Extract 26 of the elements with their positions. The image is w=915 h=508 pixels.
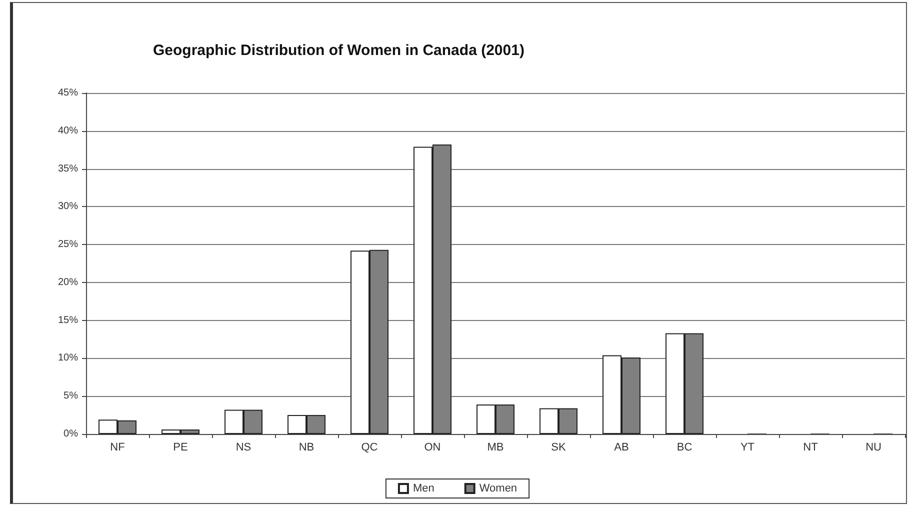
y-tick-label: 0% — [64, 428, 78, 440]
x-tick-label: QC — [361, 442, 378, 454]
y-tick-label: 15% — [58, 314, 78, 326]
chart-title: Geographic Distribution of Women in Canada (2001) — [153, 42, 524, 59]
x-tick-label: ON — [424, 442, 441, 454]
y-tick-label: 20% — [58, 276, 78, 288]
x-tick-label: NB — [298, 442, 314, 454]
x-tick-label: PE — [173, 442, 188, 454]
y-tick-label: 40% — [58, 125, 78, 136]
x-tick-label: NF — [110, 442, 126, 454]
y-tick-label: 45% — [58, 88, 78, 98]
legend-label: Men — [412, 482, 434, 494]
y-tick-label: 35% — [58, 163, 78, 174]
x-tick-label: SK — [551, 442, 566, 454]
y-tick-label: 30% — [58, 201, 78, 212]
y-tick-label: 10% — [58, 352, 78, 364]
x-tick-label: BC — [676, 442, 692, 454]
x-tick-label: NS — [236, 442, 252, 454]
y-tick-label: 25% — [58, 239, 78, 250]
y-tick-label: 5% — [64, 390, 78, 402]
x-tick-label: NT — [803, 442, 818, 454]
legend-label: Women — [479, 482, 518, 494]
x-tick-label: AB — [614, 442, 629, 454]
x-tick-label: YT — [740, 442, 755, 454]
x-tick-label: MB — [487, 442, 504, 454]
x-tick-label: NU — [866, 442, 882, 454]
